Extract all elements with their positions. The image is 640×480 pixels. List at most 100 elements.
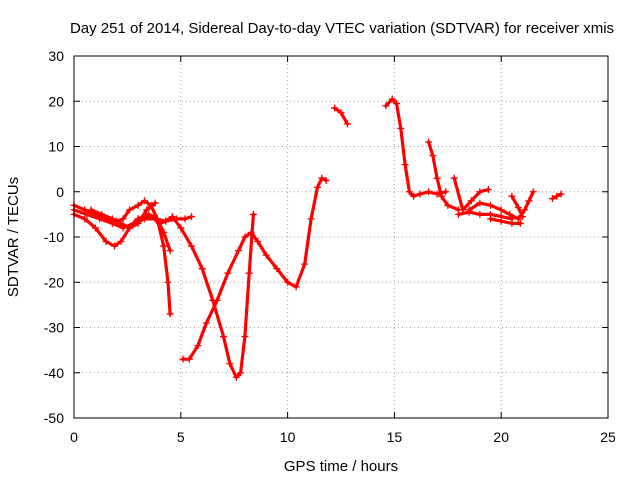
- series-line: [72, 199, 172, 316]
- data-point: [134, 201, 142, 209]
- data-point: [166, 247, 174, 255]
- data-point: [388, 95, 396, 103]
- data-point: [262, 251, 270, 259]
- data-series: [70, 95, 565, 381]
- series-7: [331, 104, 351, 128]
- data-point: [514, 215, 522, 223]
- data-point: [87, 206, 95, 214]
- data-point: [187, 242, 195, 250]
- data-point: [525, 197, 533, 205]
- data-point: [442, 188, 450, 196]
- data-point: [194, 342, 202, 350]
- data-point: [245, 269, 253, 277]
- series-14: [508, 192, 527, 221]
- data-point: [151, 199, 159, 207]
- data-point: [98, 210, 106, 218]
- data-point: [224, 269, 232, 277]
- data-point: [429, 152, 437, 160]
- series-4: [87, 199, 159, 232]
- series-13: [487, 215, 524, 227]
- data-point: [168, 213, 176, 221]
- x-axis-label: GPS time / hours: [284, 458, 398, 475]
- chart-title: Day 251 of 2014, Sidereal Day-to-day VTE…: [70, 20, 614, 37]
- data-point: [484, 185, 492, 193]
- grid-lines: [74, 56, 608, 418]
- x-tick-label: 10: [280, 429, 296, 445]
- data-point: [108, 215, 116, 223]
- data-point: [254, 238, 262, 246]
- data-point: [497, 217, 505, 225]
- data-point: [506, 210, 514, 218]
- data-point: [91, 224, 99, 232]
- series-12: [465, 188, 537, 223]
- data-point: [202, 319, 210, 327]
- series-9: [425, 138, 462, 214]
- data-point: [117, 238, 125, 246]
- data-point: [126, 206, 134, 214]
- data-point: [134, 215, 142, 223]
- series-15: [548, 190, 565, 203]
- data-point: [273, 265, 281, 273]
- data-point: [241, 233, 249, 241]
- series-line: [136, 212, 255, 379]
- data-point: [476, 188, 484, 196]
- data-point: [519, 213, 527, 221]
- data-point: [307, 215, 315, 223]
- y-tick-label: -50: [44, 410, 64, 426]
- series-5: [134, 210, 257, 381]
- data-point: [166, 310, 174, 318]
- data-point: [179, 355, 187, 363]
- data-point: [241, 333, 249, 341]
- x-tick-label: 0: [70, 429, 78, 445]
- y-tick-label: -20: [44, 274, 64, 290]
- data-point: [249, 210, 257, 218]
- data-point: [96, 215, 104, 223]
- data-point: [514, 204, 522, 212]
- data-point: [117, 219, 125, 227]
- y-tick-label: 30: [48, 48, 64, 64]
- data-point: [284, 278, 292, 286]
- data-point: [102, 238, 110, 246]
- data-point: [232, 373, 240, 381]
- data-point: [301, 260, 309, 268]
- series-line: [510, 194, 525, 219]
- data-point: [247, 228, 255, 236]
- data-point: [401, 161, 409, 169]
- data-point: [497, 206, 505, 214]
- series-8: [382, 95, 450, 200]
- y-tick-label: -10: [44, 229, 64, 245]
- x-tick-label: 20: [493, 429, 509, 445]
- data-point: [337, 109, 345, 117]
- data-point: [181, 215, 189, 223]
- data-point: [529, 188, 537, 196]
- data-point: [140, 197, 148, 205]
- y-tick-label: -40: [44, 365, 64, 381]
- data-point: [405, 188, 413, 196]
- data-point: [226, 360, 234, 368]
- data-point: [487, 201, 495, 209]
- data-point: [220, 333, 228, 341]
- x-tick-label: 5: [177, 429, 185, 445]
- series-10: [450, 174, 492, 214]
- series-6: [179, 174, 330, 363]
- data-point: [487, 215, 495, 223]
- data-point: [437, 192, 445, 200]
- data-point: [160, 228, 168, 236]
- data-point: [476, 210, 484, 218]
- data-point: [162, 217, 170, 225]
- y-axis-label: SDTVAR / TECUs: [5, 177, 22, 297]
- data-point: [314, 183, 322, 191]
- data-point: [476, 199, 484, 207]
- data-point: [410, 192, 418, 200]
- data-point: [454, 210, 462, 218]
- data-point: [553, 192, 561, 200]
- data-point: [151, 215, 159, 223]
- data-point: [508, 219, 516, 227]
- data-point: [444, 201, 452, 209]
- data-point: [119, 215, 127, 223]
- series-line: [488, 217, 523, 225]
- data-point: [318, 174, 326, 182]
- data-point: [198, 265, 206, 273]
- data-point: [416, 190, 424, 198]
